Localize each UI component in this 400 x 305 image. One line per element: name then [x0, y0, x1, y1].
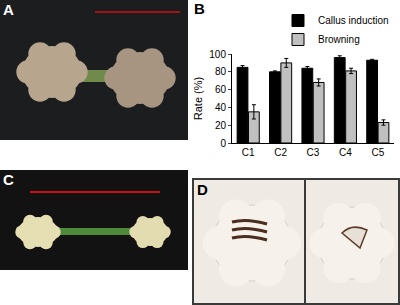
- svg-text:0: 0: [220, 138, 226, 149]
- svg-text:20: 20: [215, 120, 227, 131]
- svg-text:100: 100: [209, 49, 226, 60]
- svg-text:Browning: Browning: [318, 34, 360, 45]
- svg-text:Rate (%): Rate (%): [192, 77, 204, 120]
- svg-text:C5: C5: [371, 147, 384, 158]
- html-text:A: A: [3, 1, 14, 18]
- svg-text:40: 40: [215, 102, 227, 113]
- svg-text:C1: C1: [242, 147, 255, 158]
- svg-text:C2: C2: [274, 147, 287, 158]
- svg-text:C3: C3: [307, 147, 320, 158]
- html-text:B: B: [194, 0, 205, 17]
- html-text:C: C: [3, 171, 14, 188]
- svg-text:C4: C4: [339, 147, 352, 158]
- svg-text:80: 80: [215, 66, 227, 77]
- svg-text:Callus induction: Callus induction: [318, 15, 389, 26]
- html-text:D: D: [197, 181, 208, 198]
- svg-text:60: 60: [215, 84, 227, 95]
